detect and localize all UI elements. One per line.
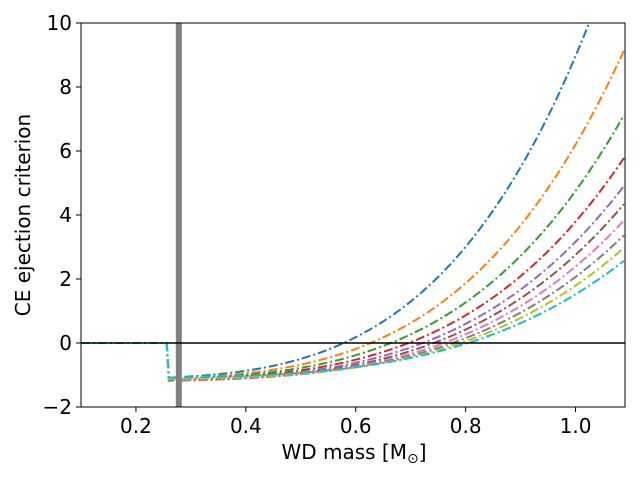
y-axis-ticks: −2 0 2 4 6 8 10 xyxy=(43,11,81,419)
x-tick-label: 0.4 xyxy=(230,414,262,438)
x-axis-label-subscript: ⊙ xyxy=(407,451,419,467)
y-tick-label: 8 xyxy=(59,75,72,99)
y-tick-label: 4 xyxy=(59,203,72,227)
x-tick-label: 0.2 xyxy=(120,414,152,438)
x-tick-label: 0.6 xyxy=(340,414,372,438)
x-axis-label-end: ] xyxy=(419,440,427,464)
series-9-line xyxy=(81,247,625,381)
y-tick-label: 10 xyxy=(47,11,72,35)
y-axis-label: CE ejection criterion xyxy=(11,114,35,316)
series-10-line xyxy=(81,260,625,379)
plot-area xyxy=(81,23,625,382)
x-tick-label: 0.8 xyxy=(450,414,482,438)
y-tick-label: −2 xyxy=(43,395,72,419)
x-tick-label: 1.0 xyxy=(560,414,592,438)
x-axis-ticks: 0.2 0.4 0.6 0.8 1.0 xyxy=(120,407,591,438)
y-tick-label: 2 xyxy=(59,267,72,291)
x-axis-label: WD mass [M⊙] xyxy=(281,440,426,467)
y-tick-label: 0 xyxy=(59,331,72,355)
reference-lines xyxy=(81,23,625,407)
x-axis-label-main: WD mass [M xyxy=(281,440,407,464)
y-tick-label: 6 xyxy=(59,139,72,163)
